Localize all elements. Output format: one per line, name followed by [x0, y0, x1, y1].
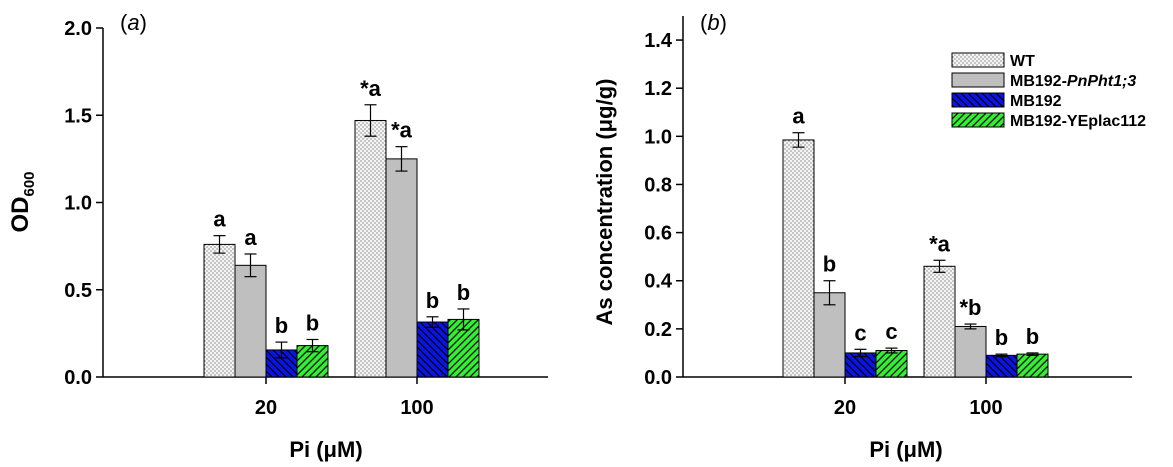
y-tick-label: 1.2 — [644, 78, 672, 100]
x-tick-label: 100 — [969, 397, 1002, 419]
bar-mb192-100 — [416, 321, 449, 378]
bar-yeplac-100 — [1016, 353, 1049, 378]
significance-label: b — [306, 310, 319, 335]
significance-label: b — [275, 313, 288, 338]
bar-wt-100 — [354, 119, 387, 378]
y-tick-label: 0.6 — [644, 223, 672, 245]
panel-b-y-axis-title: As concentration (μg/g) — [592, 79, 617, 326]
panel-b-x-axis-title: Pi (μM) — [869, 437, 942, 462]
significance-label: b — [426, 288, 439, 313]
x-tick-label: 20 — [834, 397, 856, 419]
significance-label: a — [244, 225, 257, 250]
y-tick-label: 1.0 — [644, 126, 672, 148]
legend-label-mb192: MB192 — [1010, 93, 1062, 110]
bar-yeplac-20 — [875, 350, 908, 378]
panel-a-label: (a) — [120, 10, 147, 35]
y-tick-label: 0.4 — [644, 271, 673, 293]
significance-label: b — [823, 252, 836, 277]
legend-swatch-yeplac — [951, 112, 1005, 128]
significance-label: c — [854, 320, 866, 345]
y-tick-label: 1.0 — [64, 193, 92, 215]
legend-label-yeplac: MB192-YEplac112 — [1010, 113, 1146, 130]
legend-label-wt: WT — [1010, 53, 1035, 70]
x-tick-label: 100 — [400, 397, 433, 419]
significance-label: *b — [960, 295, 982, 320]
bar-yeplac-20 — [296, 345, 329, 378]
legend-swatch-mb192 — [951, 92, 1005, 108]
bar-wt-100 — [923, 265, 956, 378]
bar-wt-20 — [203, 243, 236, 378]
bar-wt-20 — [782, 139, 815, 378]
x-tick-label: 20 — [255, 397, 277, 419]
significance-label: *a — [360, 76, 382, 101]
y-tick-label: 0.0 — [644, 367, 672, 389]
legend: WT MB192-PnPht1;3 MB192 MB192-YEplac112 — [951, 52, 1146, 130]
y-tick-label: 0.2 — [644, 319, 672, 341]
bar-pnpht-20 — [234, 264, 267, 378]
y-tick-label: 0.5 — [64, 280, 92, 302]
significance-label: b — [995, 325, 1008, 350]
significance-label: b — [1026, 324, 1039, 349]
legend-swatch-wt — [951, 52, 1005, 68]
significance-label: *a — [929, 231, 951, 256]
panel-b-label: (b) — [700, 10, 727, 35]
significance-label: b — [457, 280, 470, 305]
bar-pnpht-20 — [813, 292, 846, 378]
significance-label: a — [792, 104, 805, 129]
panel-a-y-axis-title: OD600 — [7, 171, 38, 232]
y-tick-label: 0.0 — [64, 367, 92, 389]
significance-label: a — [213, 207, 226, 232]
significance-label: c — [885, 319, 897, 344]
y-tick-label: 1.5 — [64, 105, 92, 127]
panel-a-x-axis-title: Pi (μM) — [289, 437, 362, 462]
bar-pnpht-100 — [385, 158, 418, 378]
y-tick-label: 2.0 — [64, 18, 92, 40]
legend-swatch-pnpht — [951, 72, 1005, 88]
y-tick-label: 0.8 — [644, 174, 672, 196]
legend-label-pnpht: MB192-PnPht1;3 — [1010, 73, 1136, 90]
y-tick-label: 1.4 — [644, 30, 673, 52]
bar-mb192-100 — [985, 354, 1018, 378]
bar-pnpht-100 — [954, 325, 987, 378]
panel-b: (b) As concentration (μg/g) Pi (μM) 0.0 0… — [592, 10, 1146, 462]
significance-label: *a — [391, 118, 413, 143]
